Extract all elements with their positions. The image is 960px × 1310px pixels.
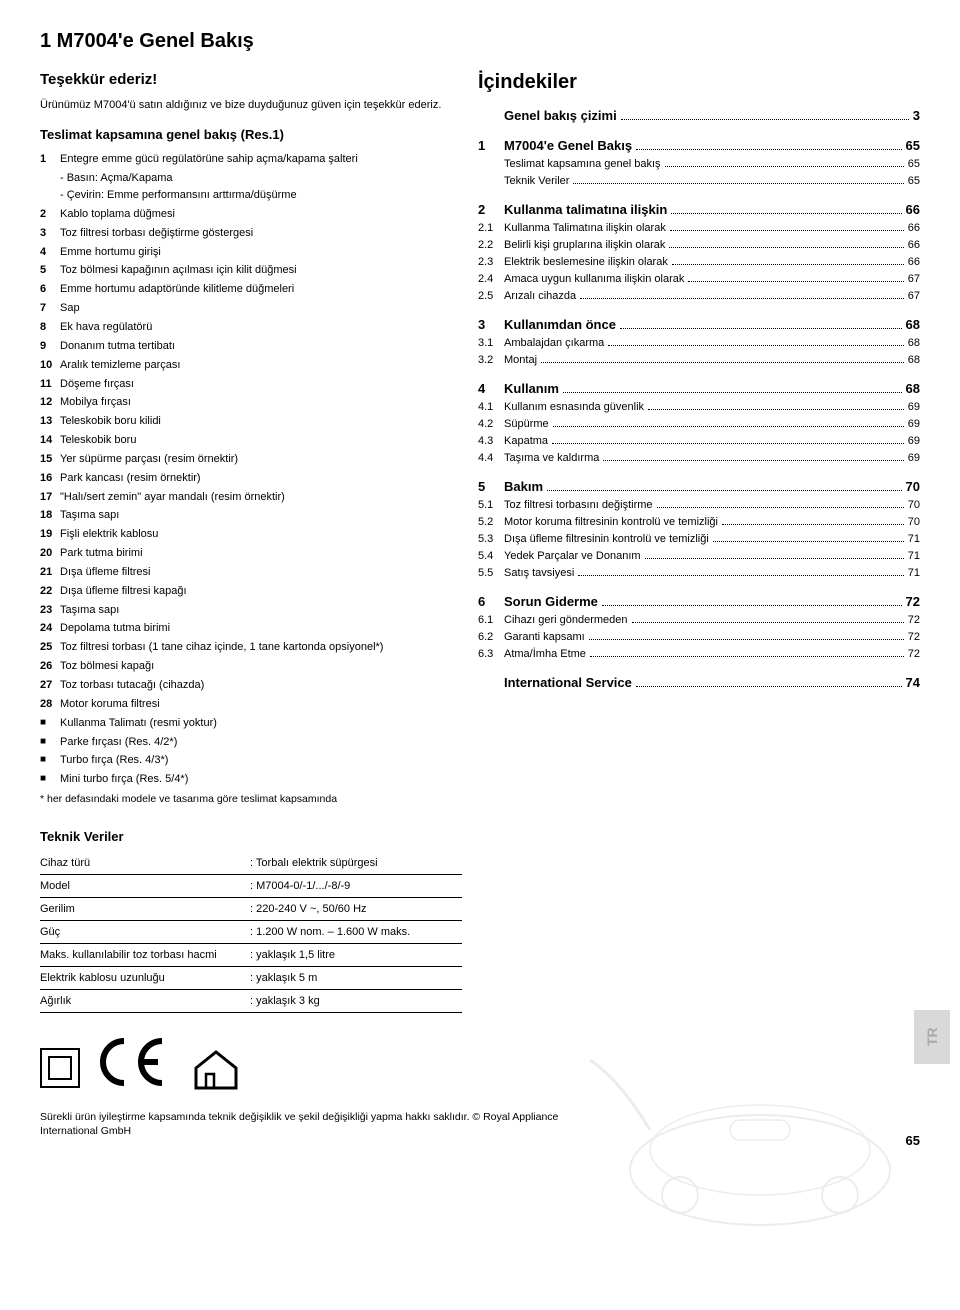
scope-item: 17"Halı/sert zemin" ayar mandalı (resim …: [40, 490, 448, 505]
toc-row: 2Kullanma talimatına ilişkin66: [478, 202, 920, 217]
toc-row: 4.3Kapatma69: [478, 435, 920, 447]
scope-item: 16Park kancası (resim örnektir): [40, 471, 448, 486]
scope-item: 15Yer süpürme parçası (resim örnektir): [40, 452, 448, 467]
toc-row: Teslimat kapsamına genel bakış65: [478, 158, 920, 170]
scope-item: 8Ek hava regülatörü: [40, 320, 448, 335]
accessory-item: ■Mini turbo fırça (Res. 5/4*): [40, 772, 448, 787]
toc-row: 2.1Kullanma Talimatına ilişkin olarak66: [478, 222, 920, 234]
toc-row: 5.4Yedek Parçalar ve Donanım71: [478, 550, 920, 562]
left-column: Teşekkür ederiz! Ürünümüz M7004'ü satın …: [40, 71, 448, 805]
thanks-heading: Teşekkür ederiz!: [40, 71, 448, 88]
scope-item: 28Motor koruma filtresi: [40, 697, 448, 712]
toc-row: 3.1Ambalajdan çıkarma68: [478, 337, 920, 349]
thanks-body: Ürünümüz M7004'ü satın aldığınız ve bize…: [40, 98, 448, 113]
tech-row: Elektrik kablosu uzunluğuyaklaşık 5 m: [40, 967, 462, 990]
right-column: İçindekiler Genel bakış çizimi3 1M7004'e …: [478, 71, 920, 805]
scope-item: 24Depolama tutma birimi: [40, 621, 448, 636]
toc-row: 1M7004'e Genel Bakış65: [478, 138, 920, 153]
language-badge: TR: [914, 1010, 950, 1064]
tech-row: Cihaz türüTorbalı elektrik süpürgesi: [40, 852, 462, 875]
toc-row: 6.2Garanti kapsamı72: [478, 631, 920, 643]
table-of-contents: Genel bakış çizimi3 1M7004'e Genel Bakış6…: [478, 108, 920, 690]
scope-item: 12Mobilya fırçası: [40, 395, 448, 410]
toc-row: Teknik Veriler65: [478, 175, 920, 187]
toc-row: 4.1Kullanım esnasında güvenlik69: [478, 401, 920, 413]
scope-item: 3Toz filtresi torbası değiştirme gösterg…: [40, 226, 448, 241]
scope-item: 23Taşıma sapı: [40, 603, 448, 618]
footnote: * her defasındaki modele ve tasarıma gör…: [40, 793, 448, 805]
tech-heading: Teknik Veriler: [40, 829, 920, 844]
scope-item: 27Toz torbası tutacağı (cihazda): [40, 678, 448, 693]
indoor-use-icon: [192, 1048, 240, 1088]
toc-row: 5Bakım70: [478, 479, 920, 494]
scope-subitem: - Çevirin: Emme performansını arttırma/d…: [60, 188, 448, 203]
accessory-item: ■Parke fırçası (Res. 4/2*): [40, 735, 448, 750]
tech-row: Gerilim220-240 V ~, 50/60 Hz: [40, 898, 462, 921]
accessory-item: ■Kullanma Talimatı (resmi yoktur): [40, 716, 448, 731]
toc-row: 2.4Amaca uygun kullanıma ilişkin olarak6…: [478, 273, 920, 285]
ce-mark-icon: [100, 1037, 172, 1099]
scope-item: 26Toz bölmesi kapağı: [40, 659, 448, 674]
tech-row: Güç1.200 W nom. – 1.600 W maks.: [40, 921, 462, 944]
scope-item: 18Taşıma sapı: [40, 508, 448, 523]
scope-item: 4Emme hortumu girişi: [40, 245, 448, 260]
tech-row: ModelM7004-0/-1/.../-8/-9: [40, 875, 462, 898]
page-title: 1 M7004'e Genel Bakış: [40, 30, 920, 53]
scope-item: 10Aralık temizleme parçası: [40, 358, 448, 373]
toc-row: Genel bakış çizimi3: [478, 108, 920, 123]
scope-item: 19Fişli elektrik kablosu: [40, 527, 448, 542]
toc-row: 6Sorun Giderme72: [478, 594, 920, 609]
scope-item: 22Dışa üfleme filtresi kapağı: [40, 584, 448, 599]
scope-item: 1Entegre emme gücü regülatörüne sahip aç…: [40, 152, 448, 167]
toc-row: 4.2Süpürme69: [478, 418, 920, 430]
scope-subitem: - Basın: Açma/Kapama: [60, 171, 448, 186]
toc-row: 5.5Satış tavsiyesi71: [478, 567, 920, 579]
scope-item: 7Sap: [40, 301, 448, 316]
scope-item: 20Park tutma birimi: [40, 546, 448, 561]
scope-item: 14Teleskobik boru: [40, 433, 448, 448]
scope-item: 13Teleskobik boru kilidi: [40, 414, 448, 429]
toc-row: 6.1Cihazı geri göndermeden72: [478, 614, 920, 626]
toc-row: 6.3Atma/İmha Etme72: [478, 648, 920, 660]
scope-item: 5Toz bölmesi kapağının açılması için kil…: [40, 263, 448, 278]
toc-row: 4.4Taşıma ve kaldırma69: [478, 452, 920, 464]
toc-row: 3.2Montaj68: [478, 354, 920, 366]
toc-row: 4Kullanım68: [478, 381, 920, 396]
toc-row: 2.5Arızalı cihazda67: [478, 290, 920, 302]
scope-item: 21Dışa üfleme filtresi: [40, 565, 448, 580]
toc-row: International Service74: [478, 675, 920, 690]
double-insulation-icon: [40, 1048, 80, 1088]
scope-item: 6Emme hortumu adaptöründe kilitleme düğm…: [40, 282, 448, 297]
page-number: 65: [906, 1133, 920, 1148]
copyright-note: Sürekli ürün iyileştirme kapsamında tekn…: [40, 1111, 568, 1138]
toc-row: 5.1Toz filtresi torbasını değiştirme70: [478, 499, 920, 511]
vacuum-illustration: [560, 1030, 910, 1230]
tech-row: Maks. kullanılabilir toz torbası hacmiya…: [40, 944, 462, 967]
scope-item: 9Donanım tutma tertibatı: [40, 339, 448, 354]
tech-section: Teknik Veriler Cihaz türüTorbalı elektri…: [40, 829, 920, 1013]
delivery-scope-list: 1Entegre emme gücü regülatörüne sahip aç…: [40, 152, 448, 711]
scope-item: 2Kablo toplama düğmesi: [40, 207, 448, 222]
tech-row: Ağırlıkyaklaşık 3 kg: [40, 990, 462, 1013]
toc-row: 2.2Belirli kişi gruplarına ilişkin olara…: [478, 239, 920, 251]
accessory-list: ■Kullanma Talimatı (resmi yoktur) ■Parke …: [40, 716, 448, 787]
toc-row: 5.3Dışa üfleme filtresinin kontrolü ve t…: [478, 533, 920, 545]
scope-item: 25Toz filtresi torbası (1 tane cihaz içi…: [40, 640, 448, 655]
toc-row: 2.3Elektrik beslemesine ilişkin olarak66: [478, 256, 920, 268]
scope-heading: Teslimat kapsamına genel bakış (Res.1): [40, 127, 448, 142]
accessory-item: ■Turbo fırça (Res. 4/3*): [40, 753, 448, 768]
scope-item: 11Döşeme fırçası: [40, 377, 448, 392]
toc-heading: İçindekiler: [478, 71, 920, 94]
toc-row: 3Kullanımdan önce68: [478, 317, 920, 332]
toc-row: 5.2Motor koruma filtresinin kontrolü ve …: [478, 516, 920, 528]
